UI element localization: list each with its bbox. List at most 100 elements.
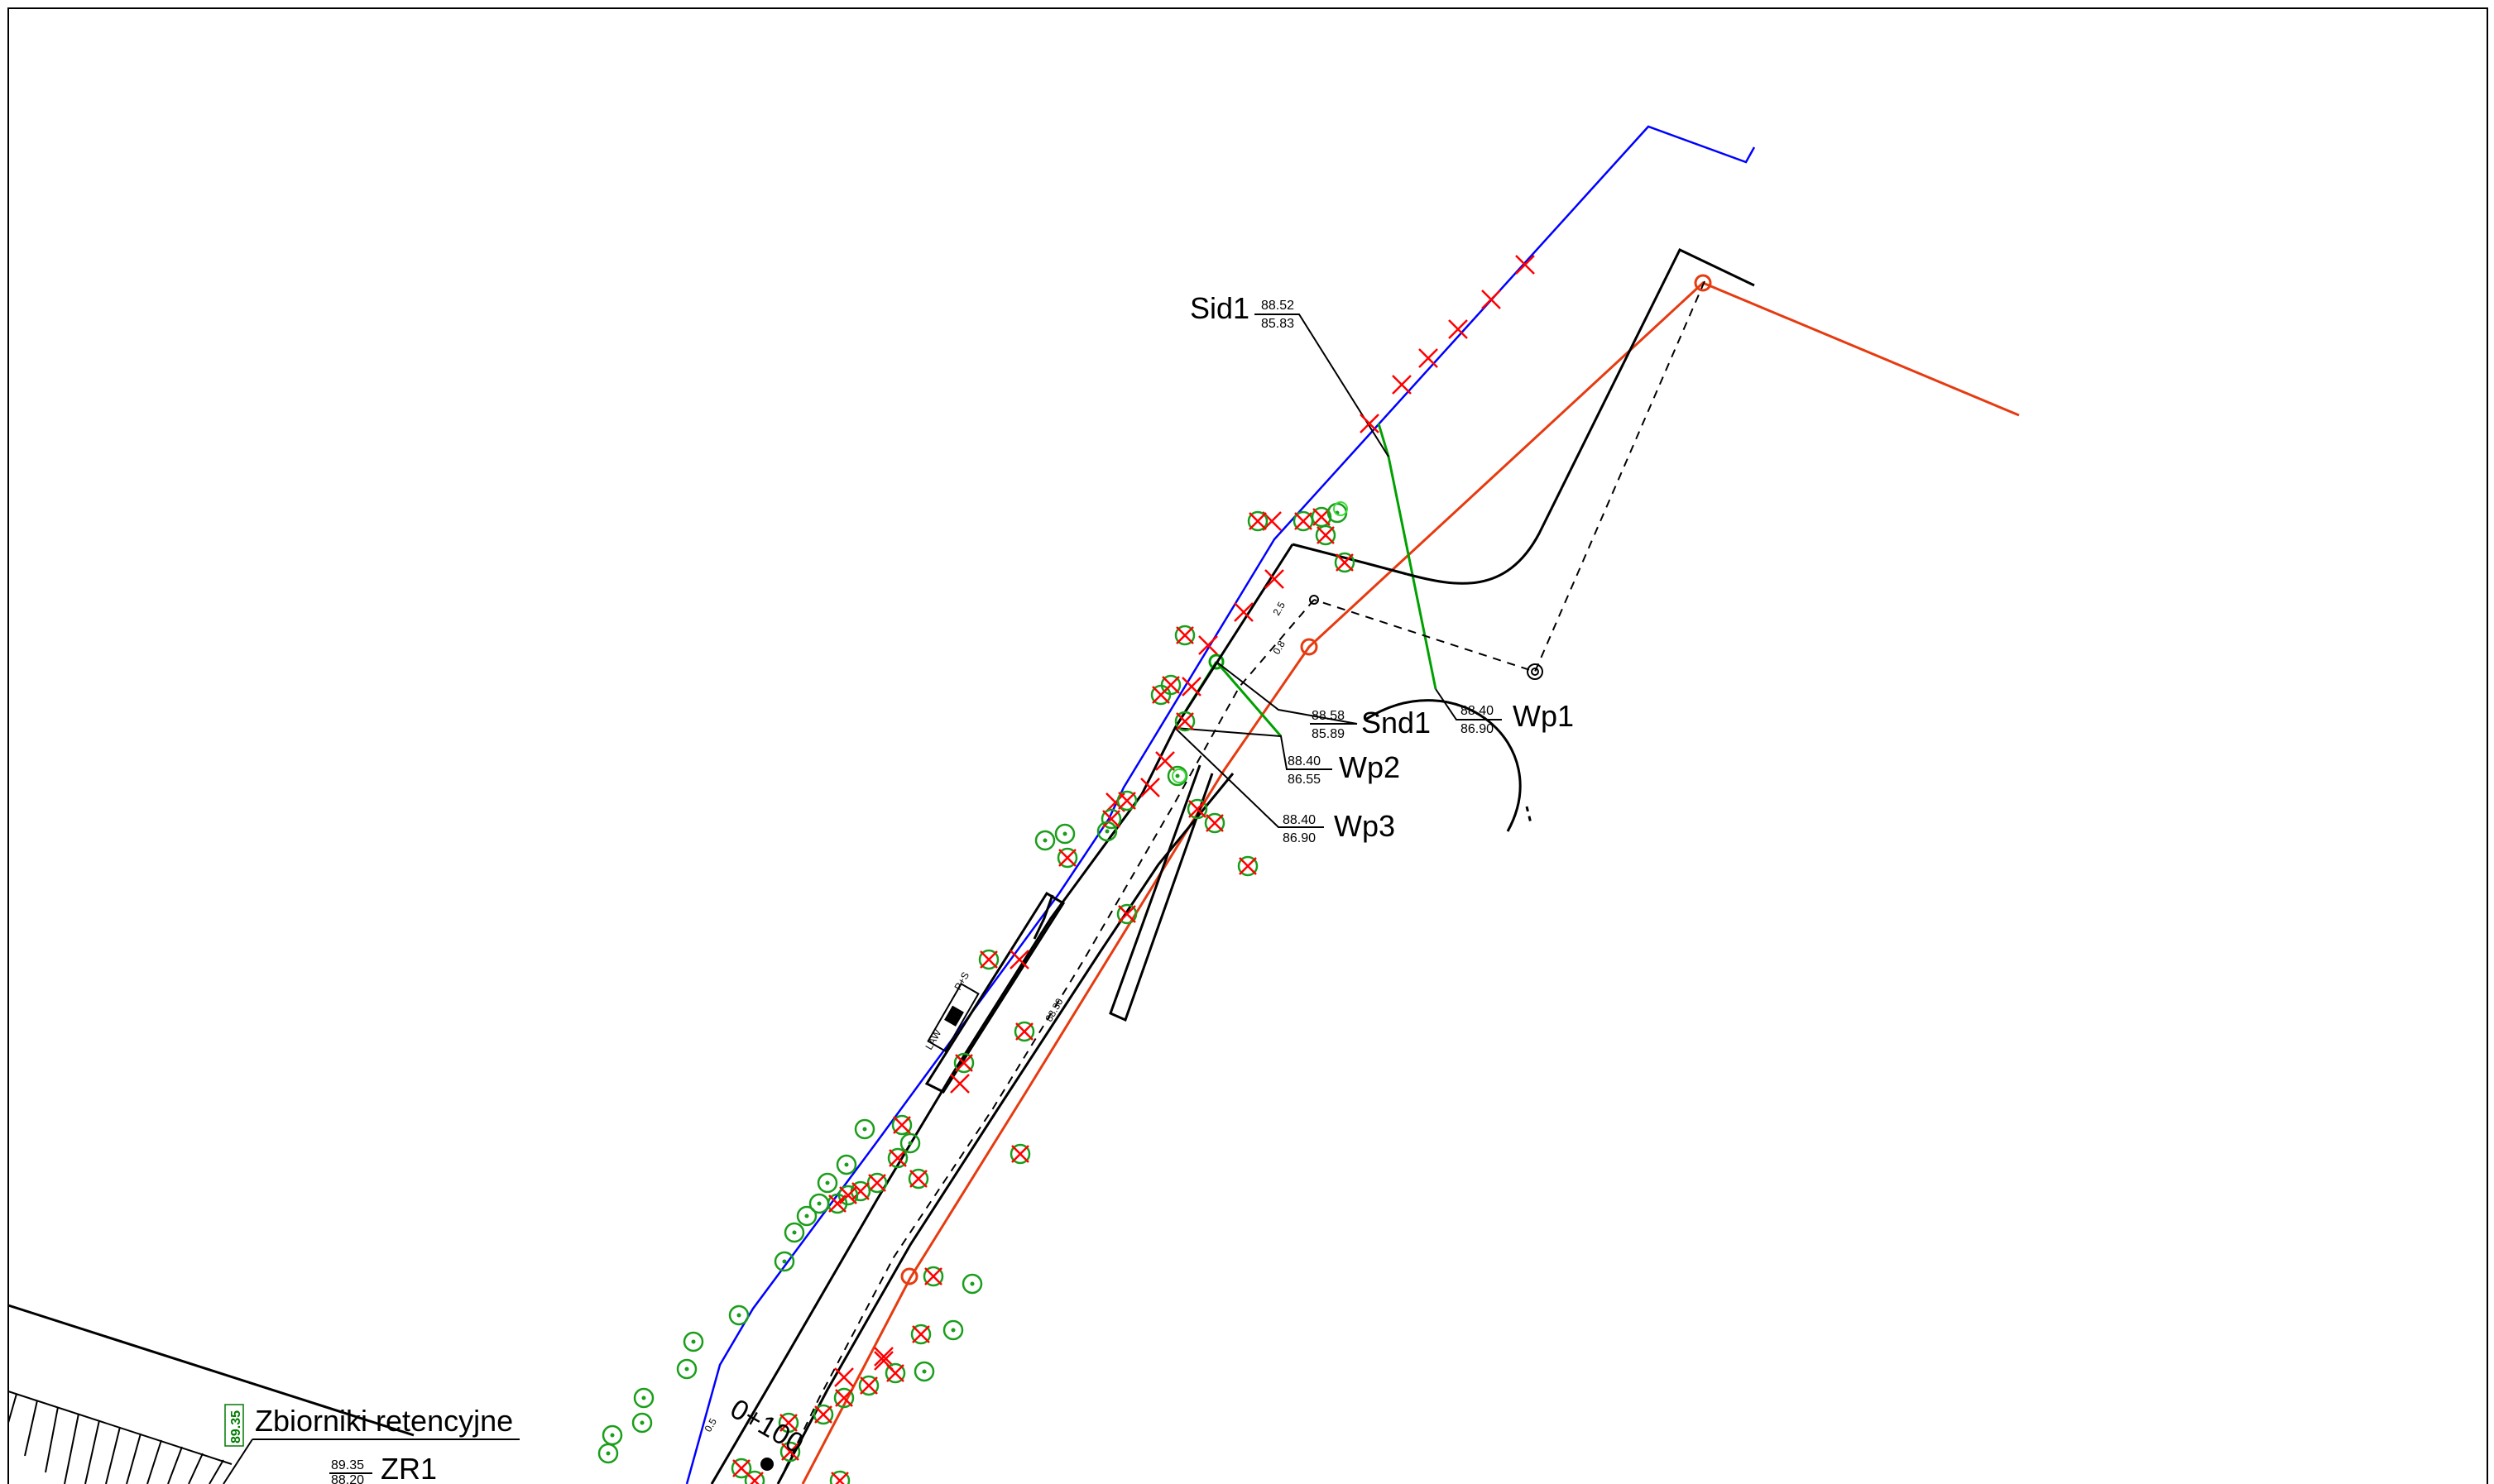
tree-removal-marks — [833, 254, 1536, 1388]
tank-id: ZR1 — [381, 1452, 437, 1484]
snd1-id: Snd1 — [1361, 706, 1431, 740]
tree-remove-icon — [1116, 903, 1138, 925]
dashed-boundary — [1313, 280, 1705, 673]
trees — [597, 501, 1355, 1484]
hatch — [167, 1446, 183, 1484]
tree-remove-icon — [866, 1172, 888, 1194]
wp2-bottom: 86.55 — [1288, 773, 1321, 787]
label-snd1: 88.58 85.89 Snd1 — [1310, 706, 1431, 741]
tree-keep-icon — [914, 1361, 935, 1382]
hatch — [45, 1406, 59, 1473]
hatch — [7, 1393, 17, 1424]
label-wp1: 88.40 86.90 Wp1 — [1460, 699, 1574, 736]
retention-tank-label: 89.35 Zbiorniki retencyjne 89.35 88.20 Z… — [223, 1404, 520, 1484]
tree-small-icon — [1333, 501, 1348, 516]
dashed-lines — [777, 280, 1705, 1484]
building-edge — [7, 1304, 415, 1437]
wp1-bottom: 86.90 — [1460, 722, 1494, 736]
tree-small-icon — [1172, 768, 1187, 783]
sheet-border — [7, 7, 2488, 1484]
road-outlines — [710, 248, 1755, 1484]
tree-remove-icon — [1116, 790, 1138, 811]
hatch — [126, 1433, 141, 1484]
tree-keep-icon — [728, 1304, 750, 1326]
tree-keep-icon — [1054, 823, 1076, 845]
dim-label-b: 2.5 — [1270, 600, 1288, 618]
removal-x-icon — [949, 1073, 971, 1094]
sid1-top: 88.52 — [1261, 299, 1294, 313]
retention-elevation: 89.35 — [229, 1410, 243, 1443]
storm-sewer — [1173, 423, 1437, 737]
tree-keep-icon — [817, 1172, 838, 1194]
turning-arc-dashed — [1525, 806, 1532, 824]
tree-keep-icon — [597, 1443, 619, 1464]
tree-keep-icon — [1034, 830, 1056, 851]
tree-remove-icon — [885, 1362, 906, 1384]
tree-remove-icon — [1247, 510, 1269, 532]
label-wp2: 88.40 86.55 Wp2 — [1288, 750, 1400, 787]
tree-remove-icon — [813, 1404, 834, 1425]
manhole-icon — [1694, 274, 1712, 292]
tree-remove-icon — [1057, 847, 1078, 869]
tree-remove-icon — [1204, 812, 1225, 834]
manhole-icon — [1300, 638, 1318, 656]
tree-remove-icon — [744, 1470, 765, 1484]
removal-x-icon — [1480, 289, 1502, 310]
snd1-top: 88.58 — [1312, 709, 1345, 723]
storm-well-icon — [1208, 653, 1225, 670]
parking-block — [1033, 894, 1054, 940]
tree-keep-icon — [676, 1358, 698, 1380]
tree-keep-icon — [631, 1412, 653, 1434]
manhole-icon — [900, 1267, 918, 1285]
road-edge-upper — [1292, 543, 1408, 576]
road-edge-left — [710, 543, 1294, 1484]
tree-remove-icon — [850, 1180, 871, 1202]
removal-x-icon — [833, 1367, 855, 1388]
survey-points — [1309, 595, 1543, 680]
tree-remove-icon — [1014, 1021, 1035, 1042]
tree-keep-icon — [633, 1387, 655, 1409]
snd1-bottom: 85.89 — [1312, 727, 1345, 741]
chainage-label: 0+100 — [725, 1393, 809, 1460]
meter-box-outline — [927, 982, 980, 1053]
tree-keep-icon — [962, 1273, 983, 1295]
elevation-tag — [224, 1404, 244, 1447]
wp1-well-inner-icon — [1531, 668, 1539, 676]
hatch — [209, 1459, 224, 1484]
storm-line-3 — [1215, 661, 1283, 737]
removal-x-icon — [1417, 347, 1439, 369]
tree-remove-icon — [891, 1114, 913, 1136]
tree-keep-icon — [836, 1154, 857, 1175]
hatch — [188, 1453, 204, 1484]
removal-x-icon — [1359, 413, 1380, 434]
wp3-leader — [1174, 727, 1324, 828]
wp3-top: 88.40 — [1283, 813, 1316, 827]
road-edge-right — [776, 773, 1235, 1484]
removal-x-icon — [1197, 634, 1219, 656]
removal-x-icon — [1514, 254, 1536, 275]
sid1-bottom: 85.83 — [1261, 317, 1294, 331]
tree-keep-icon — [854, 1118, 875, 1140]
wp1-top: 88.40 — [1460, 704, 1494, 718]
tree-remove-icon — [908, 1168, 929, 1190]
meter-box-fill — [944, 1005, 964, 1027]
wp2-top: 88.40 — [1288, 754, 1321, 768]
removal-x-icon — [1139, 777, 1161, 798]
curb-block — [1109, 764, 1214, 1022]
dim-label-a: 0.8 — [1270, 639, 1288, 657]
snd1-leader — [1216, 661, 1358, 725]
wp1-well-icon — [1527, 663, 1543, 680]
chainage-marker-icon — [760, 1458, 774, 1471]
parking-box — [924, 891, 1066, 1094]
label-sid1: Sid1 88.52 85.83 — [1190, 291, 1299, 331]
tree-remove-icon — [1010, 1143, 1031, 1165]
wp1-leader — [1435, 688, 1502, 720]
tank-bottom: 88.20 — [331, 1473, 364, 1484]
hatch — [146, 1439, 162, 1484]
wp2-id: Wp2 — [1339, 750, 1400, 784]
tree-keep-icon — [784, 1222, 805, 1243]
tree-remove-icon — [1334, 552, 1355, 573]
tree-keep-icon — [796, 1205, 818, 1227]
wp3-bottom: 86.90 — [1283, 831, 1316, 845]
